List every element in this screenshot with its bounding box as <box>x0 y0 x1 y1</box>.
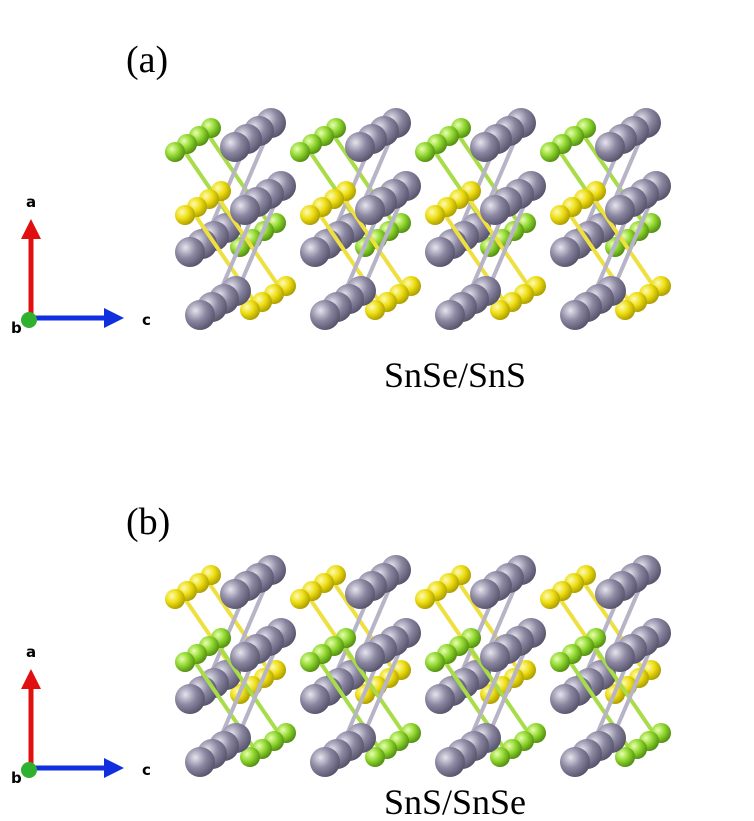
axis-label: a <box>26 643 36 661</box>
panel-label: (a) <box>126 39 168 81</box>
structure-layer <box>175 171 671 330</box>
axis-label: b <box>11 769 22 787</box>
axis-label: c <box>142 761 151 779</box>
figure: (a) a b c SnSe/SnS (b) a b c SnS/SnSe <box>0 0 754 821</box>
caption: SnSe/SnS <box>384 355 526 395</box>
panel-a: (a) a b c SnSe/SnS <box>11 39 671 395</box>
structure-layer <box>175 618 671 777</box>
axis-origin <box>21 312 37 328</box>
axis-label: c <box>142 311 151 329</box>
axis-origin <box>21 762 37 778</box>
axis-label: a <box>26 193 36 211</box>
panel-b: (b) a b c SnS/SnSe <box>11 501 671 821</box>
axis-label: b <box>11 319 22 337</box>
caption: SnS/SnSe <box>384 782 526 821</box>
panel-label: (b) <box>126 501 170 543</box>
